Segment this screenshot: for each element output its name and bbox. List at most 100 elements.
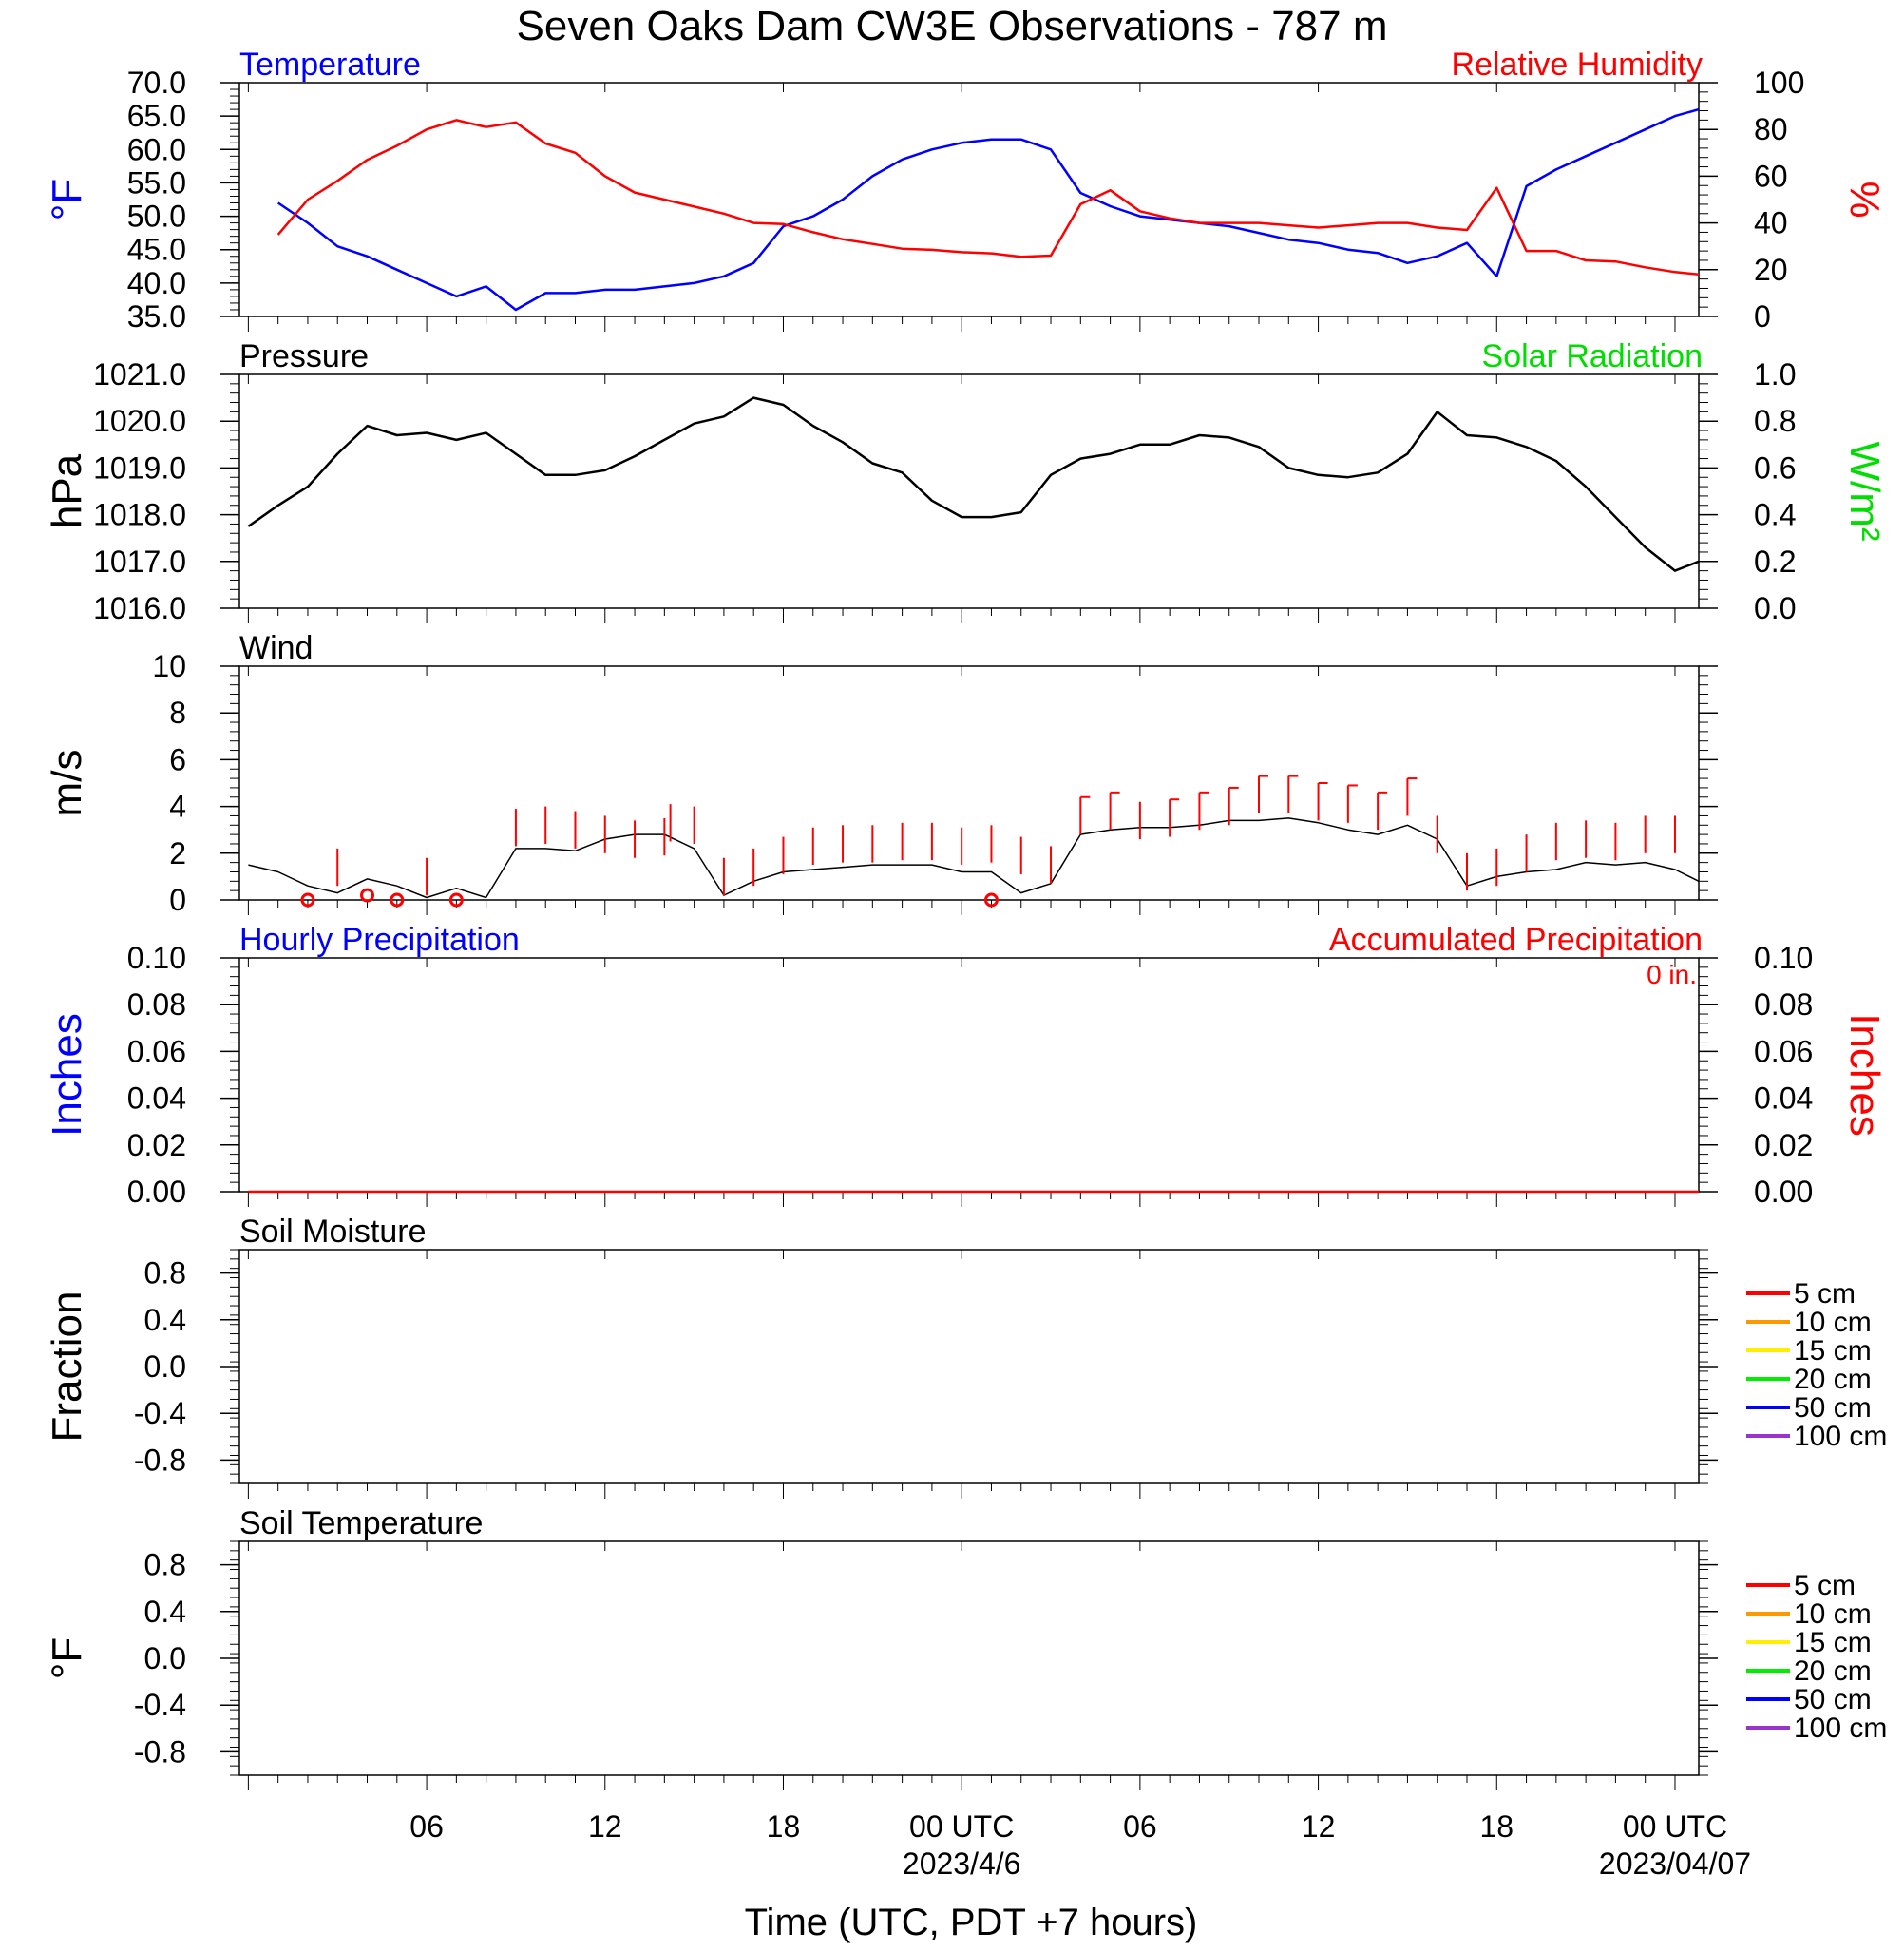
series-line: [247, 396, 1700, 572]
legend-label: 100 cm: [1794, 1421, 1887, 1452]
y-tick-label: 8: [169, 696, 186, 730]
y-tick-label: 1018.0: [93, 498, 186, 532]
y-tick-label: 50.0: [127, 200, 186, 234]
y-tick-label: 6: [169, 742, 186, 776]
panel-title-left: Soil Moisture: [239, 1214, 427, 1250]
y-axis-label-right: Inches: [1841, 1013, 1888, 1137]
legend-label: 15 cm: [1794, 1335, 1872, 1367]
wind-barb: [1228, 786, 1239, 826]
legend-label: 5 cm: [1794, 1570, 1856, 1601]
x-date-label: 2023/04/07: [1599, 1846, 1751, 1881]
y-axis-label-left: m/s: [44, 750, 90, 817]
y-right-tick-label: 0.6: [1754, 450, 1796, 485]
y-tick-label: 1019.0: [93, 450, 186, 485]
calm-wind-marker: [448, 892, 464, 908]
x-tick-label: 18: [1479, 1809, 1514, 1844]
panel-title-right: Relative Humidity: [1451, 47, 1703, 83]
chart-title: Seven Oaks Dam CW3E Observations - 787 m: [517, 3, 1388, 49]
series-line: [248, 817, 1700, 899]
x-axis-label: Time (UTC, PDT +7 hours): [745, 1902, 1198, 1943]
accumulated-total: 0 in.: [1647, 960, 1697, 989]
x-date-label: 2023/4/6: [903, 1846, 1021, 1881]
legend-label: 50 cm: [1794, 1392, 1872, 1424]
legend-label: 15 cm: [1794, 1627, 1872, 1658]
calm-wind-marker: [983, 892, 999, 908]
y-right-tick-label: 100: [1754, 66, 1804, 100]
wind-barb: [1109, 791, 1120, 831]
panel-title-left: Wind: [239, 630, 313, 666]
calm-wind-marker: [300, 892, 315, 908]
y-tick-label: 70.0: [127, 66, 186, 100]
y-tick-label: 10: [152, 649, 186, 683]
panel-soil_moisture: -0.8 -0.4 0.0 0.4 0.8 Soil Moisture Fraction 5 …: [44, 1214, 1887, 1499]
wind-barb: [1377, 791, 1388, 831]
y-tick-label: 65.0: [127, 99, 186, 133]
y-tick-label: 40.0: [127, 266, 186, 300]
calm-wind-marker: [390, 892, 405, 908]
y-right-tick-label: 1.0: [1754, 357, 1796, 392]
y-tick-label: 0.06: [127, 1034, 186, 1068]
x-tick-label: 06: [409, 1809, 444, 1844]
y-tick-label: 2: [169, 836, 186, 870]
y-tick-label: 0.04: [127, 1081, 186, 1116]
panel-title-left: Temperature: [239, 47, 421, 83]
y-tick-label: 60.0: [127, 132, 186, 166]
panel-pressure: 1016.0 1017.0 1018.0 1019.0 1020.0 1021.0 0.0 0…: [44, 338, 1888, 625]
y-tick-label: 35.0: [127, 299, 186, 334]
y-right-tick-label: 0: [1754, 299, 1771, 334]
wind-barb: [1079, 795, 1091, 835]
y-right-tick-label: 0.0: [1754, 591, 1796, 625]
y-tick-label: 0.0: [144, 1349, 186, 1384]
y-tick-label: -0.8: [134, 1443, 186, 1477]
y-right-tick-label: 0.2: [1754, 545, 1796, 579]
y-right-tick-label: 0.04: [1754, 1081, 1813, 1116]
legend-label: 10 cm: [1794, 1307, 1872, 1338]
y-tick-label: 1016.0: [93, 591, 186, 625]
legend-label: 20 cm: [1794, 1364, 1872, 1395]
plot-frame: [238, 82, 1700, 317]
plot-frame: [238, 1249, 1700, 1484]
y-tick-label: 4: [169, 790, 186, 824]
panel-title-right: Accumulated Precipitation: [1329, 922, 1703, 958]
y-tick-label: 55.0: [127, 165, 186, 200]
x-tick-label: 12: [588, 1809, 622, 1844]
x-tick-label: 12: [1302, 1809, 1336, 1844]
panel-temp_rh: 35.040.045.050.055.060.065.070.0 0 20 40 60 8…: [44, 47, 1888, 334]
x-tick-label: 00 UTC: [1623, 1809, 1727, 1844]
wind-barb: [1406, 777, 1418, 816]
y-tick-label: 45.0: [127, 233, 186, 267]
y-right-tick-label: 20: [1754, 253, 1788, 287]
legend-label: 100 cm: [1794, 1712, 1887, 1744]
plot-frame: [238, 665, 1700, 901]
y-tick-label: 0.8: [144, 1256, 186, 1291]
y-right-tick-label: 80: [1754, 112, 1788, 146]
y-tick-label: 1021.0: [93, 357, 186, 392]
y-tick-label: 1020.0: [93, 404, 186, 438]
y-axis-label-left: °F: [44, 1637, 90, 1679]
y-right-tick-label: 0.02: [1754, 1128, 1813, 1162]
wind-barb: [1258, 775, 1269, 813]
y-axis-label-left: hPa: [44, 453, 90, 528]
wind-barb: [1346, 784, 1358, 823]
y-tick-label: 0.8: [144, 1548, 186, 1582]
y-tick-label: 0.4: [144, 1595, 186, 1629]
panel-title-left: Hourly Precipitation: [239, 922, 520, 958]
y-tick-label: -0.4: [134, 1396, 186, 1430]
wind-barb: [1169, 798, 1180, 837]
y-axis-label-right: %: [1841, 181, 1888, 218]
legend-label: 5 cm: [1794, 1278, 1856, 1310]
y-right-tick-label: 40: [1754, 206, 1788, 240]
panel-title-right: Solar Radiation: [1482, 338, 1703, 374]
y-tick-label: 0.10: [127, 941, 186, 975]
y-right-tick-label: 0.4: [1754, 498, 1796, 532]
y-right-tick-label: 0.10: [1754, 941, 1813, 975]
y-right-tick-label: 0.00: [1754, 1175, 1813, 1209]
plot-frame: [238, 1540, 1700, 1776]
plot-frame: [238, 373, 1700, 609]
y-right-tick-label: 0.8: [1754, 404, 1796, 438]
y-tick-label: 0: [169, 883, 186, 917]
y-axis-label-left: Inches: [44, 1013, 90, 1137]
